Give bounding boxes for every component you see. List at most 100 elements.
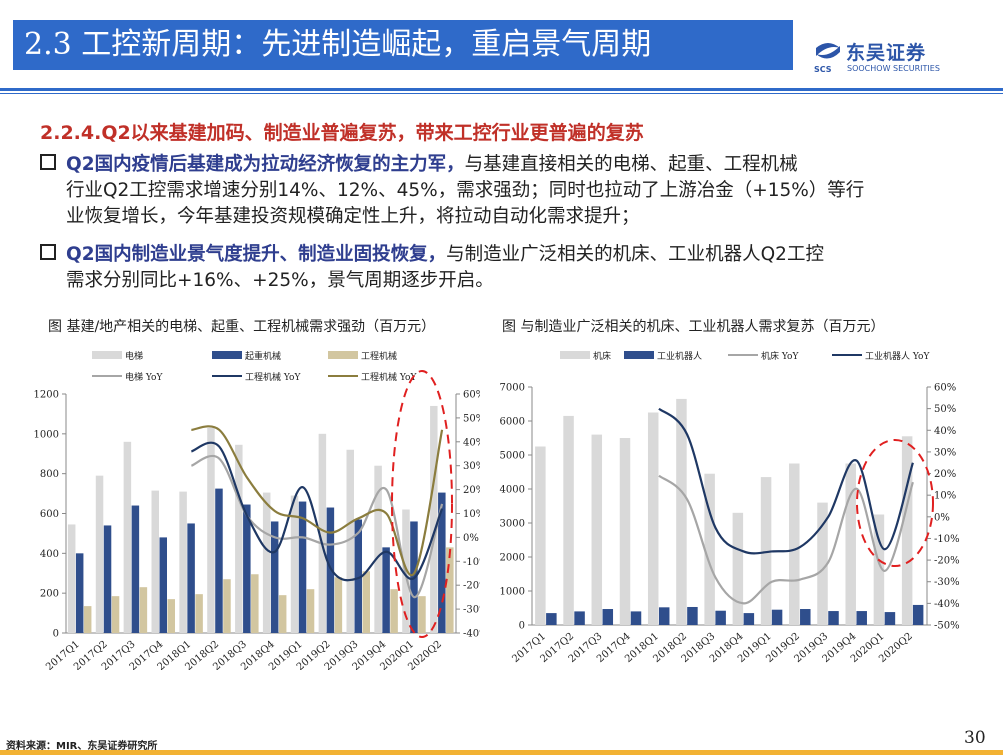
checkbox-bullet-icon [40, 244, 56, 260]
y2-tick-label: -20% [934, 556, 960, 567]
line-工程机械-YoY [191, 425, 444, 577]
highlight-ellipse [391, 370, 453, 638]
y-tick-label: 2000 [500, 553, 525, 564]
y-tick-label: 1200 [34, 390, 59, 401]
y-tick-label: 1000 [500, 587, 525, 598]
y2-tick-label: 30% [463, 461, 480, 472]
bar-机床 [873, 514, 885, 625]
bar-机床 [901, 436, 913, 625]
checkbox-bullet-icon [40, 154, 56, 170]
legend-label: 起重机械 [245, 350, 281, 362]
legend-label: 工业机器人 YoY [865, 350, 930, 362]
bar-工程机械 [418, 596, 426, 633]
y2-tick-label: 10% [463, 509, 480, 520]
y2-tick-label: 50% [463, 413, 480, 424]
y2-tick-label: 40% [934, 426, 956, 437]
y-tick-label: 7000 [500, 383, 525, 394]
y-tick-label: 6000 [500, 417, 525, 428]
bullet-manufacturing: Q2国内制造业景气度提升、制造业固投恢复，与制造业广泛相关的机床、工业机器人Q2… [40, 242, 980, 294]
bar-机床 [647, 412, 659, 625]
bullet-text: 行业Q2工控需求增速分别14%、12%、45%，需求强劲；同时也拉动了上游冶金（… [66, 180, 865, 201]
y2-tick-label: 0% [934, 512, 950, 523]
company-logo: SCS 东吴证券 SOOCHOW SECURITIES [812, 38, 962, 78]
bullet-infrastructure: Q2国内疫情后基建成为拉动经济恢复的主力军，与基建直接相关的电梯、起重、工程机械… [40, 152, 980, 230]
page-title: 2.3 工控新周期：先进制造崛起，重启景气周期 [24, 27, 652, 62]
bar-电梯 [318, 433, 327, 633]
bar-电梯 [123, 441, 132, 633]
legend-swatch [624, 351, 654, 359]
y-tick-label: 3000 [500, 519, 525, 530]
bar-工业机器人 [658, 607, 670, 625]
bar-电梯 [95, 475, 104, 633]
y2-tick-label: 0% [463, 533, 479, 544]
bar-工程机械 [223, 579, 231, 633]
legend-swatch [560, 351, 590, 359]
bar-起重机械 [243, 504, 251, 633]
bar-电梯 [151, 490, 159, 633]
bar-工业机器人 [630, 611, 642, 625]
bar-起重机械 [326, 507, 335, 633]
bar-工程机械 [306, 589, 315, 633]
bar-起重机械 [270, 521, 279, 633]
bullet-text: 与基建直接相关的电梯、起重、工程机械 [464, 154, 798, 175]
y-tick-label: 4000 [500, 485, 525, 496]
y-tick-label: 800 [40, 469, 59, 480]
bar-工程机械 [334, 577, 343, 633]
y2-tick-label: -10% [463, 557, 480, 568]
bar-电梯 [346, 449, 354, 633]
bar-工业机器人 [574, 611, 585, 625]
bar-电梯 [207, 427, 215, 633]
bar-起重机械 [75, 553, 84, 633]
bar-工程机械 [390, 589, 398, 633]
bar-电梯 [179, 491, 187, 633]
line-工业机器人-YoY [658, 407, 914, 555]
bar-机床 [591, 434, 603, 625]
bar-机床 [732, 512, 744, 625]
legend-label: 工程机械 YoY [245, 371, 301, 383]
source-note: 资料来源：MIR、东吴证券研究所 [6, 741, 158, 752]
legend-label: 电梯 [125, 350, 143, 362]
bar-工业机器人 [884, 612, 896, 625]
y-tick-label: 5000 [500, 451, 525, 462]
bar-工程机械 [139, 587, 148, 633]
legend-label: 工业机器人 [657, 350, 702, 362]
y2-tick-label: 60% [463, 390, 480, 401]
bullet-strong: Q2国内疫情后基建成为拉动经济恢复的主力军， [66, 154, 465, 175]
y-tick-label: 1000 [34, 429, 59, 440]
legend-label: 机床 [593, 350, 611, 362]
legend-label: 电梯 YoY [125, 371, 163, 383]
highlight-ellipse [856, 439, 934, 567]
bar-工业机器人 [856, 611, 867, 625]
bar-工业机器人 [800, 609, 811, 625]
bar-机床 [817, 502, 828, 625]
y2-tick-label: 30% [934, 447, 956, 458]
bar-起重机械 [187, 523, 195, 633]
bar-机床 [563, 415, 574, 625]
bar-工业机器人 [715, 610, 726, 625]
y-tick-label: 0 [519, 621, 525, 632]
bar-机床 [704, 473, 715, 625]
y-tick-label: 0 [53, 629, 59, 640]
logo-name: 东吴证券 [846, 42, 927, 64]
y2-tick-label: 50% [934, 404, 956, 415]
bar-电梯 [235, 444, 243, 633]
header-rule-thin [0, 93, 1003, 94]
logo-mark-icon: SCS [814, 43, 840, 74]
legend-label: 工程机械 [361, 350, 397, 362]
bar-起重机械 [103, 525, 112, 633]
bar-机床 [676, 398, 687, 625]
bar-工业机器人 [602, 609, 614, 625]
legend-swatch [328, 351, 358, 359]
legend-swatch [92, 351, 122, 359]
bar-机床 [619, 438, 631, 625]
bar-起重机械 [382, 547, 390, 633]
bullet-text: 与制造业广泛相关的机床、工业机器人Q2工控 [446, 244, 824, 265]
bar-机床 [535, 446, 546, 625]
bar-工业机器人 [546, 613, 557, 625]
footer-bar [0, 750, 1003, 755]
bar-工业机器人 [912, 604, 924, 625]
bar-工程机械 [167, 599, 175, 633]
header-rule [0, 88, 1003, 91]
y-tick-label: 600 [40, 509, 59, 520]
page-number: 30 [964, 728, 986, 748]
